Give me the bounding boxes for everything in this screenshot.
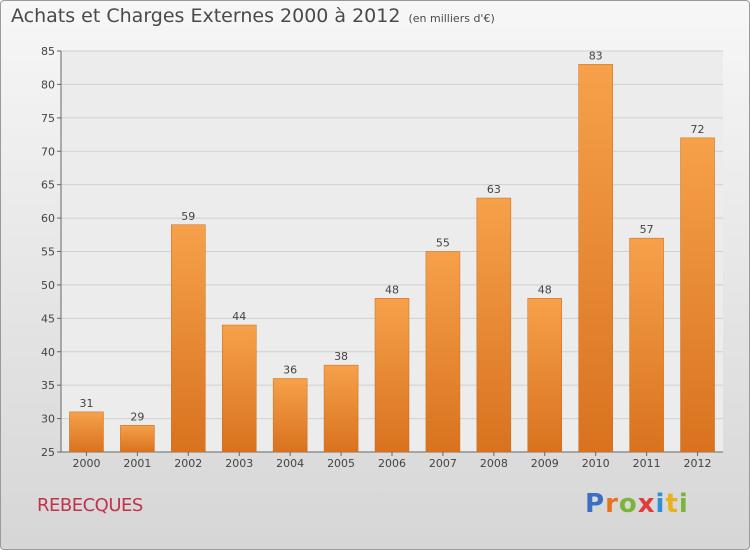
- bar: [272, 378, 308, 453]
- bar: [323, 364, 359, 453]
- logo-letter: P: [585, 489, 606, 519]
- logo-letter: r: [605, 489, 619, 519]
- y-tick-label: 75: [41, 112, 55, 125]
- x-tick-label: 2001: [123, 457, 151, 470]
- bar: [221, 324, 257, 453]
- bar: [629, 237, 664, 453]
- x-tick-label: 2009: [531, 457, 559, 470]
- logo-letter: x: [637, 489, 656, 519]
- y-tick-label: 45: [41, 312, 55, 325]
- x-tick-label: 2004: [276, 457, 304, 470]
- y-tick-label: 85: [41, 45, 55, 58]
- x-tick-label: 2005: [327, 457, 355, 470]
- bar: [171, 224, 206, 453]
- x-tick-label: 2000: [72, 457, 100, 470]
- chart-title: Achats et Charges Externes 2000 à 2012 (e…: [11, 5, 495, 27]
- y-tick-label: 70: [41, 145, 55, 158]
- x-tick-label: 2007: [429, 457, 457, 470]
- bar: [527, 298, 563, 453]
- bar-value-label: 59: [181, 210, 195, 223]
- x-tick-label: 2002: [174, 457, 202, 470]
- logo-letter: i: [655, 489, 666, 519]
- bar-value-label: 72: [691, 123, 705, 136]
- y-tick-label: 65: [41, 179, 55, 192]
- bar-value-label: 48: [385, 283, 399, 296]
- bar-value-label: 36: [283, 363, 297, 376]
- bar-value-label: 48: [538, 283, 552, 296]
- logo-letter: o: [618, 489, 638, 519]
- x-tick-label: 2011: [633, 457, 661, 470]
- bar: [120, 425, 155, 453]
- y-tick-label: 30: [41, 413, 55, 426]
- logo-letter: t: [665, 489, 679, 519]
- x-tick-label: 2012: [684, 457, 712, 470]
- bar: [680, 137, 715, 453]
- proxiti-logo: Proxiti: [585, 489, 689, 519]
- bar-value-label: 31: [79, 397, 93, 410]
- chart-title-unit: (en milliers d'€): [408, 12, 495, 25]
- chart-title-main: Achats et Charges Externes 2000 à 2012: [11, 5, 401, 27]
- x-tick-label: 2003: [225, 457, 253, 470]
- y-tick-label: 80: [41, 78, 55, 91]
- bar-value-label: 44: [232, 310, 246, 323]
- y-tick-label: 50: [41, 279, 55, 292]
- y-tick-label: 25: [41, 446, 55, 459]
- logo-letter: i: [678, 489, 689, 519]
- bar-value-label: 63: [487, 183, 501, 196]
- x-tick-label: 2008: [480, 457, 508, 470]
- bar-value-label: 83: [589, 49, 603, 62]
- y-tick-label: 40: [41, 346, 55, 359]
- commune-name: REBECQUES: [37, 495, 143, 516]
- x-tick-label: 2010: [582, 457, 610, 470]
- bar: [374, 298, 410, 453]
- bar-value-label: 55: [436, 237, 450, 250]
- bar-value-label: 38: [334, 350, 348, 363]
- bar: [69, 411, 104, 453]
- y-tick-label: 35: [41, 379, 55, 392]
- bar: [476, 197, 512, 453]
- y-tick-label: 60: [41, 212, 55, 225]
- bar: [425, 251, 461, 453]
- y-tick-label: 55: [41, 246, 55, 259]
- bar-value-label: 57: [640, 223, 654, 236]
- bar: [578, 64, 613, 453]
- bar-value-label: 29: [130, 410, 144, 423]
- x-tick-label: 2006: [378, 457, 406, 470]
